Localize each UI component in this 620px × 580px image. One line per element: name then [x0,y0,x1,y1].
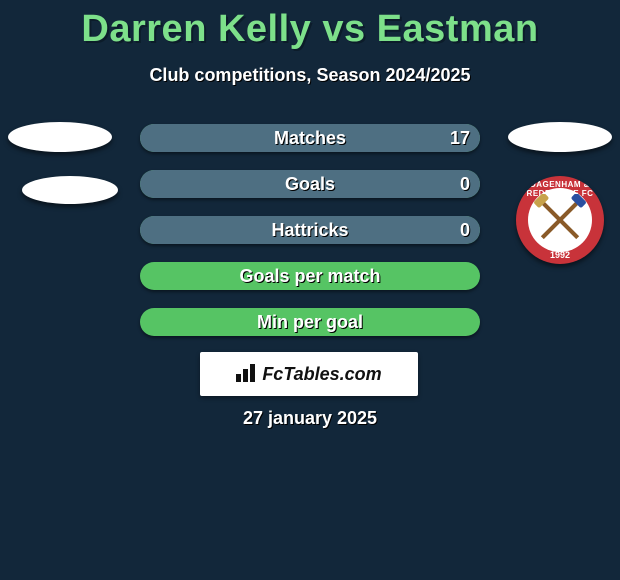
stat-row: Matches17 [140,124,480,152]
site-badge-text: FcTables.com [262,364,381,384]
crest-hammers-icon [534,194,586,246]
player-a-flag-placeholder [8,122,112,152]
club-crest: DAGENHAM & REDBRIDGE FC 1992 [516,176,604,264]
bars-icon [236,362,260,382]
stats-table: Matches17Goals0Hattricks0Goals per match… [140,124,480,354]
crest-year: 1992 [516,250,604,260]
stat-value-right: 17 [450,124,470,152]
player-a-club-placeholder [22,176,118,204]
stat-row: Goals0 [140,170,480,198]
stat-label: Min per goal [140,308,480,336]
page-title: Darren Kelly vs Eastman [0,0,620,51]
stat-row: Hattricks0 [140,216,480,244]
site-badge: FcTables.com [200,352,418,396]
stat-label: Hattricks [140,216,480,244]
stat-row: Goals per match [140,262,480,290]
stat-value-right: 0 [460,216,470,244]
stat-label: Goals [140,170,480,198]
stat-value-right: 0 [460,170,470,198]
stat-row: Min per goal [140,308,480,336]
subtitle: Club competitions, Season 2024/2025 [0,65,620,86]
player-b-flag-placeholder [508,122,612,152]
stat-label: Goals per match [140,262,480,290]
comparison-card: Darren Kelly vs Eastman Club competition… [0,0,620,580]
date-text: 27 january 2025 [0,408,620,429]
stat-label: Matches [140,124,480,152]
